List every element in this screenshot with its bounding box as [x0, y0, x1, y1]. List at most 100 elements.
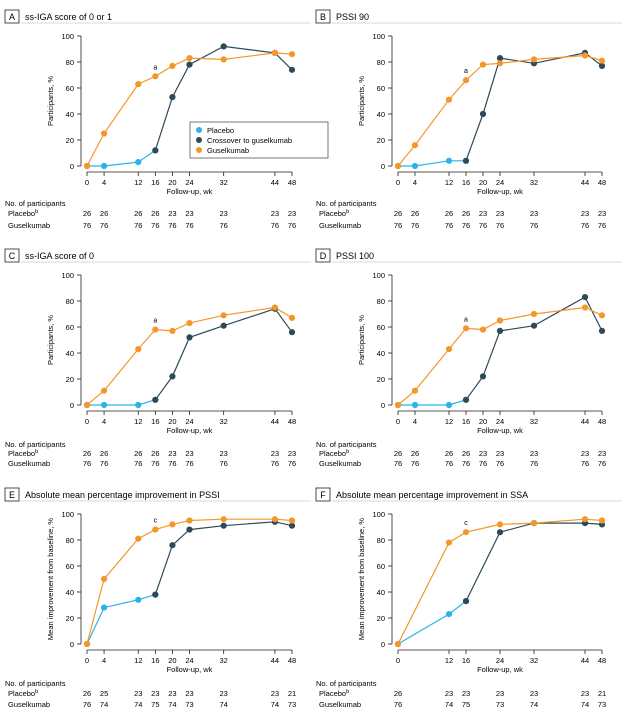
x-tick-label: 0 [85, 656, 89, 665]
data-point-guselkumab [598, 57, 606, 64]
table-cell: 76 [598, 221, 606, 230]
table-cell: 74 [271, 700, 279, 709]
table-cell: 76 [581, 221, 589, 230]
table-cell: 76 [288, 459, 296, 468]
table-row-footnote: b [35, 209, 38, 215]
data-point-crossover [220, 322, 227, 329]
x-tick-label: 20 [168, 656, 176, 665]
x-tick-label: 12 [134, 417, 142, 426]
data-point-guselkumab [152, 526, 159, 533]
y-axis-label: Mean improvement from baseline, % [46, 518, 55, 640]
x-tick-label: 16 [151, 417, 159, 426]
table-cell: 23 [530, 689, 538, 698]
table-cell: 76 [219, 459, 227, 468]
data-point-guselkumab [445, 539, 453, 546]
panel-letter-box [315, 248, 331, 263]
table-cell: 23 [219, 689, 227, 698]
x-tick-label: 44 [271, 656, 279, 665]
y-tick-label: 20 [377, 614, 385, 623]
table-cell: 21 [598, 689, 606, 698]
series-line-guselkumab [86, 518, 293, 645]
y-axis-label: Participants, % [46, 315, 55, 365]
data-point-guselkumab [271, 304, 279, 311]
table-row-label: Guselkumab [8, 221, 50, 230]
y-tick-label: 80 [66, 536, 74, 545]
data-point-guselkumab [445, 346, 453, 353]
x-tick-label: 16 [151, 656, 159, 665]
data-point-crossover [152, 147, 159, 154]
x-axis-label: Follow-up, wk [477, 187, 523, 196]
data-point-guselkumab [169, 521, 176, 528]
table-cell: 23 [530, 209, 538, 218]
data-point-placebo [411, 162, 419, 170]
data-point-placebo [411, 401, 419, 409]
y-tick-label: 60 [66, 562, 74, 571]
annotation: a [153, 64, 157, 71]
table-title: No. of participants [316, 679, 377, 688]
table-title: No. of participants [5, 440, 66, 449]
table-cell: 74 [530, 700, 538, 709]
x-tick-label: 0 [396, 178, 400, 187]
x-tick-label: 32 [219, 178, 227, 187]
table-cell: 76 [271, 459, 279, 468]
y-tick-label: 40 [377, 588, 385, 597]
table-row-label: Placebob [8, 209, 38, 218]
data-point-crossover [169, 542, 176, 549]
legend-marker-crossover [196, 137, 202, 143]
series-line-guselkumab [397, 54, 603, 167]
table-cell: 23 [445, 689, 453, 698]
y-tick-label: 40 [66, 588, 74, 597]
y-axis-label: Participants, % [357, 76, 366, 126]
data-point-guselkumab [186, 55, 193, 62]
table-cell: 23 [462, 689, 470, 698]
table-cell: 76 [100, 459, 108, 468]
panel-letter: F [320, 490, 326, 500]
panel-b: B PSSI 90 0 20 40 60 80 100 Participants, % 0 4 12 1… [315, 9, 622, 230]
table-cell: 76 [598, 459, 606, 468]
data-point-guselkumab [598, 517, 606, 524]
table-cell: 76 [134, 221, 142, 230]
table-cell: 75 [151, 700, 159, 709]
table-cell: 26 [83, 209, 91, 218]
table-cell: 23 [271, 209, 279, 218]
data-point-placebo [135, 596, 142, 603]
data-point-guselkumab [271, 49, 279, 57]
table-cell: 23 [271, 449, 279, 458]
table-cell: 73 [598, 700, 606, 709]
panel-d: D PSSI 100 0 20 40 60 80 100 Participants, % 0 4 12… [315, 248, 622, 468]
y-tick-label: 20 [377, 375, 385, 384]
table-cell: 76 [530, 221, 538, 230]
data-point-guselkumab [169, 327, 176, 334]
table-row-label: Placebob [8, 689, 38, 698]
x-tick-label: 16 [462, 178, 470, 187]
series-line-crossover [154, 45, 293, 151]
table-row-label: Placebob [319, 689, 349, 698]
table-title: No. of participants [5, 679, 66, 688]
x-tick-label: 44 [271, 417, 279, 426]
y-tick-label: 20 [377, 136, 385, 145]
x-tick-label: 12 [445, 656, 453, 665]
table-cell: 23 [219, 209, 227, 218]
x-tick-label: 32 [219, 656, 227, 665]
table-row-footnote: b [346, 209, 349, 215]
table-cell: 23 [185, 449, 193, 458]
series-line-placebo [87, 149, 156, 167]
data-point-guselkumab [496, 521, 504, 528]
y-tick-label: 20 [66, 136, 74, 145]
data-point-crossover [462, 396, 470, 403]
panel-f: F Absolute mean percentage improvement in… [315, 487, 622, 709]
table-cell: 23 [496, 689, 504, 698]
annotation: c [154, 518, 158, 525]
data-point-guselkumab [581, 516, 589, 523]
y-tick-label: 0 [381, 162, 385, 171]
table-cell: 73 [496, 700, 504, 709]
data-point-guselkumab [394, 640, 402, 648]
data-point-guselkumab [152, 326, 159, 333]
table-cell: 76 [394, 459, 402, 468]
table-row-footnote: b [35, 689, 38, 695]
annotation: a [153, 318, 157, 325]
table-row-label: Placebob [8, 449, 38, 458]
x-tick-label: 44 [581, 656, 589, 665]
data-point-guselkumab [479, 326, 487, 333]
data-point-crossover [462, 157, 470, 164]
